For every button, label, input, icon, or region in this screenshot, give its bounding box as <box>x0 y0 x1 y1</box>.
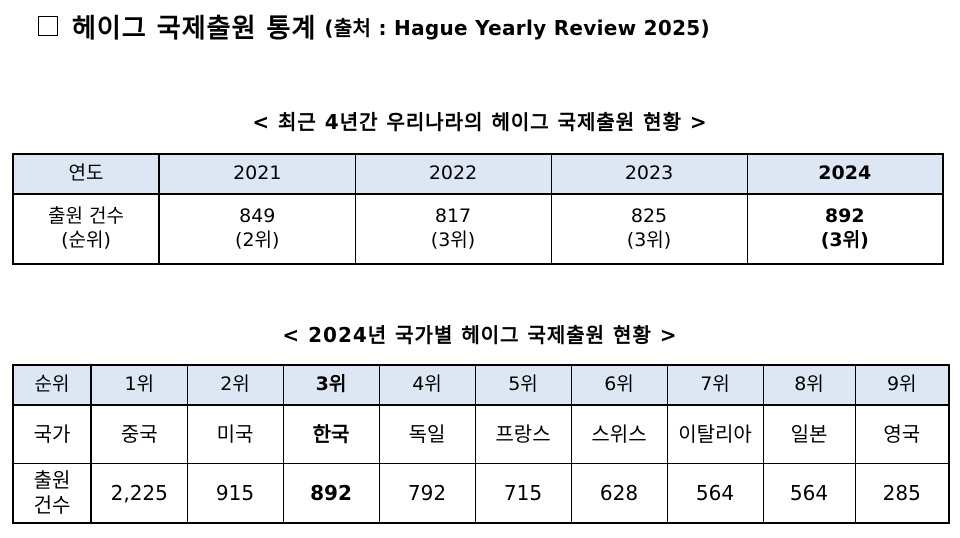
count-value: 825 <box>630 205 668 228</box>
rank-header-label: 순위 <box>12 364 92 406</box>
page-title-row: 헤이그 국제출원 통계 (출처 : Hague Yearly Review 20… <box>38 8 710 44</box>
year-cell: 2021 <box>158 153 356 195</box>
count-label-line2: 건수 <box>33 493 71 517</box>
count-cell: 628 <box>570 463 668 524</box>
count-cell: 564 <box>666 463 764 524</box>
table-row: 출원 건수 2,225 915 892 792 715 628 564 564 … <box>12 463 950 524</box>
count-cell: 2,225 <box>90 463 188 524</box>
country-cell: 독일 <box>378 404 476 464</box>
table-row: 국가 중국 미국 한국 독일 프랑스 스위스 이탈리아 일본 영국 <box>12 404 950 464</box>
count-cell: 285 <box>854 463 950 524</box>
page-title-source: (출처 : Hague Yearly Review 2025) <box>324 15 710 40</box>
count-value: 892 <box>824 205 865 228</box>
rank-value: (3위) <box>430 229 476 251</box>
korea-yearly-table: 연도 2021 2022 2023 2024 출원 건수 (순위) 849 (2… <box>12 153 944 265</box>
count-row-label: 출원 건수 <box>12 463 92 524</box>
table-header-row: 순위 1위 2위 3위 4위 5위 6위 7위 8위 9위 <box>12 364 950 406</box>
rank-cell: 5위 <box>474 364 572 406</box>
count-cell-highlight: 892 <box>282 463 380 524</box>
value-cell-highlight: 892 (3위) <box>746 193 944 265</box>
value-cell: 825 (3위) <box>550 193 748 265</box>
country-cell: 프랑스 <box>474 404 572 464</box>
rank-cell: 1위 <box>90 364 188 406</box>
page-title: 헤이그 국제출원 통계 <box>72 13 317 44</box>
rank-cell: 2위 <box>186 364 284 406</box>
country-ranking-table: 순위 1위 2위 3위 4위 5위 6위 7위 8위 9위 국가 중국 미국 한… <box>12 364 950 524</box>
value-cell: 849 (2위) <box>158 193 356 265</box>
table-header-row: 연도 2021 2022 2023 2024 <box>12 153 944 195</box>
count-value: 849 <box>239 205 276 228</box>
table1-caption: < 최근 4년간 우리나라의 헤이그 국제출원 현황 > <box>252 110 708 134</box>
country-cell: 일본 <box>762 404 856 464</box>
rank-cell: 4위 <box>378 364 476 406</box>
rank-value: (2위) <box>235 229 280 251</box>
rank-cell: 8위 <box>762 364 856 406</box>
count-label: 출원 건수 <box>48 205 124 228</box>
table2-caption: < 2024년 국가별 헤이그 국제출원 현황 > <box>282 323 678 347</box>
table-row: 출원 건수 (순위) 849 (2위) 817 (3위) 825 (3위) 89… <box>12 193 944 265</box>
country-cell: 영국 <box>854 404 950 464</box>
rank-label: (순위) <box>61 229 111 251</box>
count-cell: 715 <box>474 463 572 524</box>
rank-value: (3위) <box>820 229 869 251</box>
rank-cell: 6위 <box>570 364 668 406</box>
count-cell: 792 <box>378 463 476 524</box>
country-cell: 스위스 <box>570 404 668 464</box>
year-header-label: 연도 <box>12 153 160 195</box>
count-label-line1: 출원 <box>33 468 71 492</box>
count-cell: 915 <box>186 463 284 524</box>
count-rank-label-cell: 출원 건수 (순위) <box>12 193 160 265</box>
country-row-label: 국가 <box>12 404 92 464</box>
country-cell: 이탈리아 <box>666 404 764 464</box>
rank-cell: 7위 <box>666 364 764 406</box>
year-cell-highlight: 2024 <box>746 153 944 195</box>
country-cell: 미국 <box>186 404 284 464</box>
rank-cell-highlight: 3위 <box>282 364 380 406</box>
rank-value: (3위) <box>626 229 672 251</box>
year-cell: 2023 <box>550 153 748 195</box>
checkbox-square-icon <box>38 16 58 36</box>
year-cell: 2022 <box>354 153 552 195</box>
country-cell: 중국 <box>90 404 188 464</box>
value-cell: 817 (3위) <box>354 193 552 265</box>
country-cell-highlight: 한국 <box>282 404 380 464</box>
rank-cell: 9위 <box>854 364 950 406</box>
count-value: 817 <box>434 205 472 228</box>
count-cell: 564 <box>762 463 856 524</box>
